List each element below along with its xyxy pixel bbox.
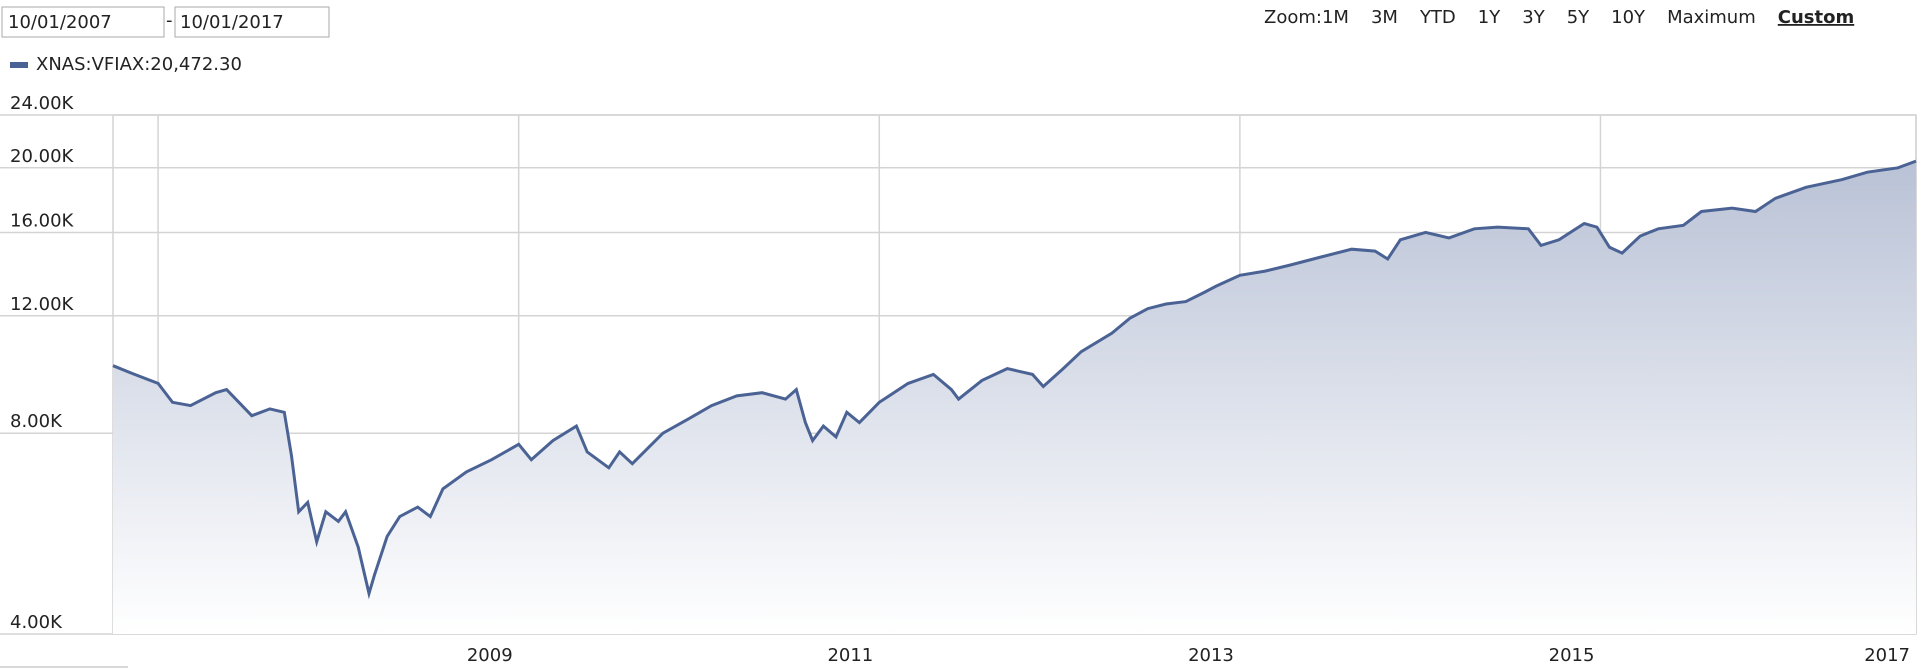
x-tick-label: 2015 xyxy=(1549,645,1595,666)
y-tick-label: 8.00K xyxy=(10,411,63,432)
start-date-input[interactable] xyxy=(1,6,165,38)
zoom-option[interactable]: Custom xyxy=(1778,7,1854,28)
end-date-input[interactable] xyxy=(174,6,330,38)
area-fill xyxy=(113,161,1916,634)
zoom-option[interactable]: 3Y xyxy=(1522,7,1545,28)
x-tick-label: 2017 xyxy=(1864,645,1910,666)
x-tick-label: 2009 xyxy=(467,645,513,666)
zoom-option[interactable]: Maximum xyxy=(1667,7,1756,28)
zoom-option[interactable]: 1M xyxy=(1322,7,1349,28)
zoom-option[interactable]: 1Y xyxy=(1478,7,1501,28)
zoom-bar: Zoom: 1M 3M YTD 1Y 3Y 5Y 10Y Maximum Custom xyxy=(1264,7,1854,28)
y-tick-label: 4.00K xyxy=(10,612,63,633)
zoom-label: Zoom: xyxy=(1264,7,1322,28)
plot-area: 4.00K 8.00K 12.00K 16.00K 20.00K 24.00K 2009 20… xyxy=(0,93,1917,668)
zoom-option[interactable]: 5Y xyxy=(1567,7,1590,28)
zoom-option[interactable]: YTD xyxy=(1419,7,1456,28)
y-tick-label: 24.00K xyxy=(10,93,75,114)
legend-swatch xyxy=(10,62,28,68)
y-tick-label: 20.00K xyxy=(10,146,75,167)
line xyxy=(112,159,1917,600)
legend-label: XNAS:VFIAX:20,472.30 xyxy=(36,54,242,75)
zoom-option[interactable]: 10Y xyxy=(1611,7,1646,28)
date-separator: - xyxy=(166,10,173,31)
zoom-option[interactable]: 3M xyxy=(1371,7,1398,28)
end-date[interactable]: 10/01/2017 xyxy=(180,12,284,33)
y-tick-label: 16.00K xyxy=(10,210,75,231)
start-date[interactable]: 10/01/2007 xyxy=(8,12,112,33)
x-tick-label: 2011 xyxy=(827,645,873,666)
x-tick-label: 2013 xyxy=(1188,645,1234,666)
y-tick-label: 12.00K xyxy=(10,294,75,315)
